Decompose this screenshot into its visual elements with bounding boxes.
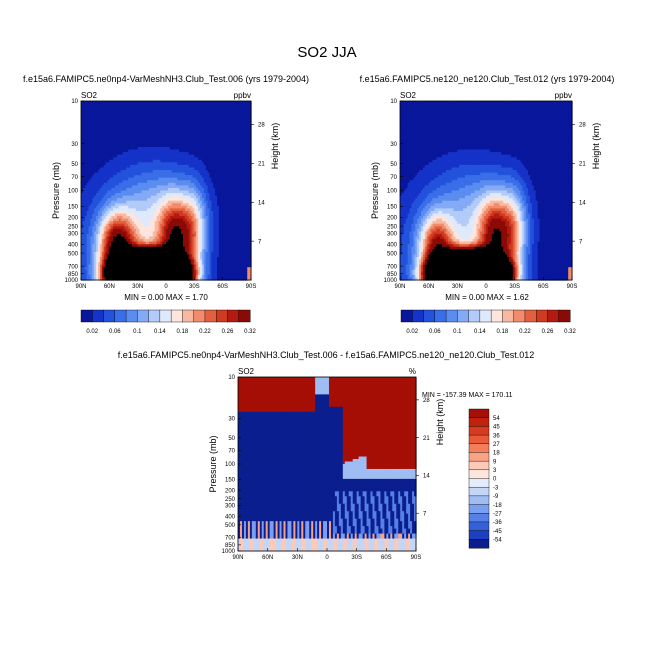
panel-0 [81,101,254,281]
